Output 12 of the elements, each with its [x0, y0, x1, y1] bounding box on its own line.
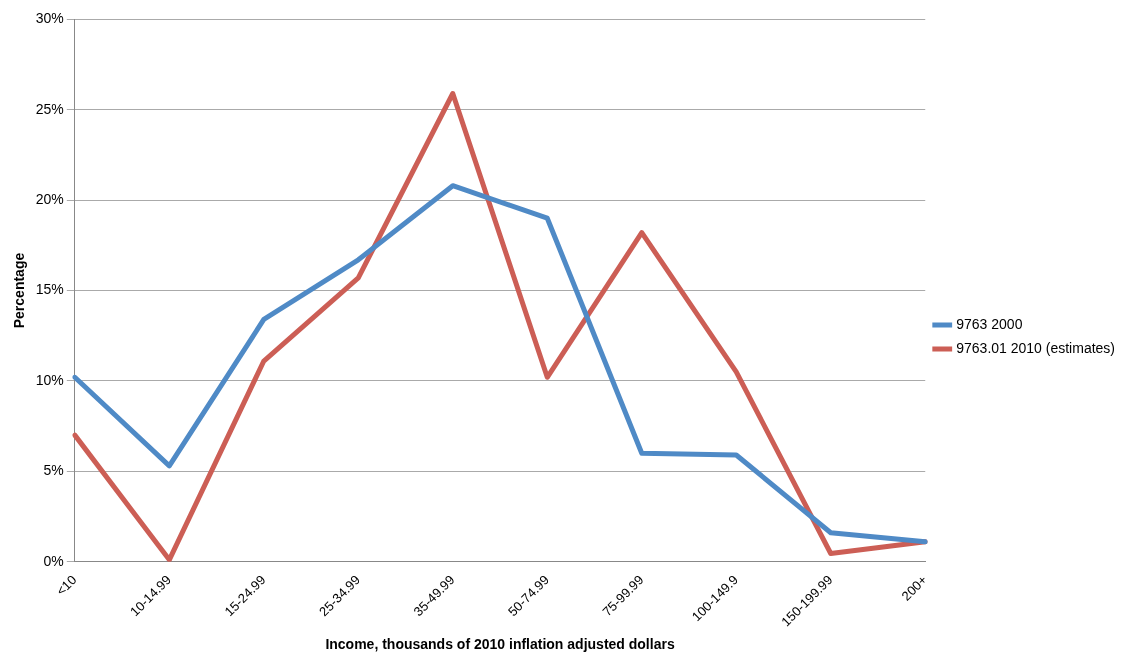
x-axis-title: Income, thousands of 2010 inflation adjusted dollars	[325, 636, 675, 653]
y-tick-label: 15%	[35, 281, 64, 298]
y-tick-label: 10%	[35, 371, 64, 388]
legend-label: 9763.01 2010 (estimates)	[956, 339, 1115, 356]
y-tick-label: 5%	[43, 462, 64, 479]
y-tick-label: 20%	[35, 191, 64, 208]
x-tick-label: <10	[53, 572, 80, 599]
y-tick-label: 0%	[43, 552, 64, 569]
y-tick-label: 25%	[35, 100, 64, 117]
legend-label: 9763 2000	[956, 315, 1023, 332]
y-tick-label: 30%	[35, 10, 64, 27]
y-axis-title: Percentage	[11, 252, 28, 329]
